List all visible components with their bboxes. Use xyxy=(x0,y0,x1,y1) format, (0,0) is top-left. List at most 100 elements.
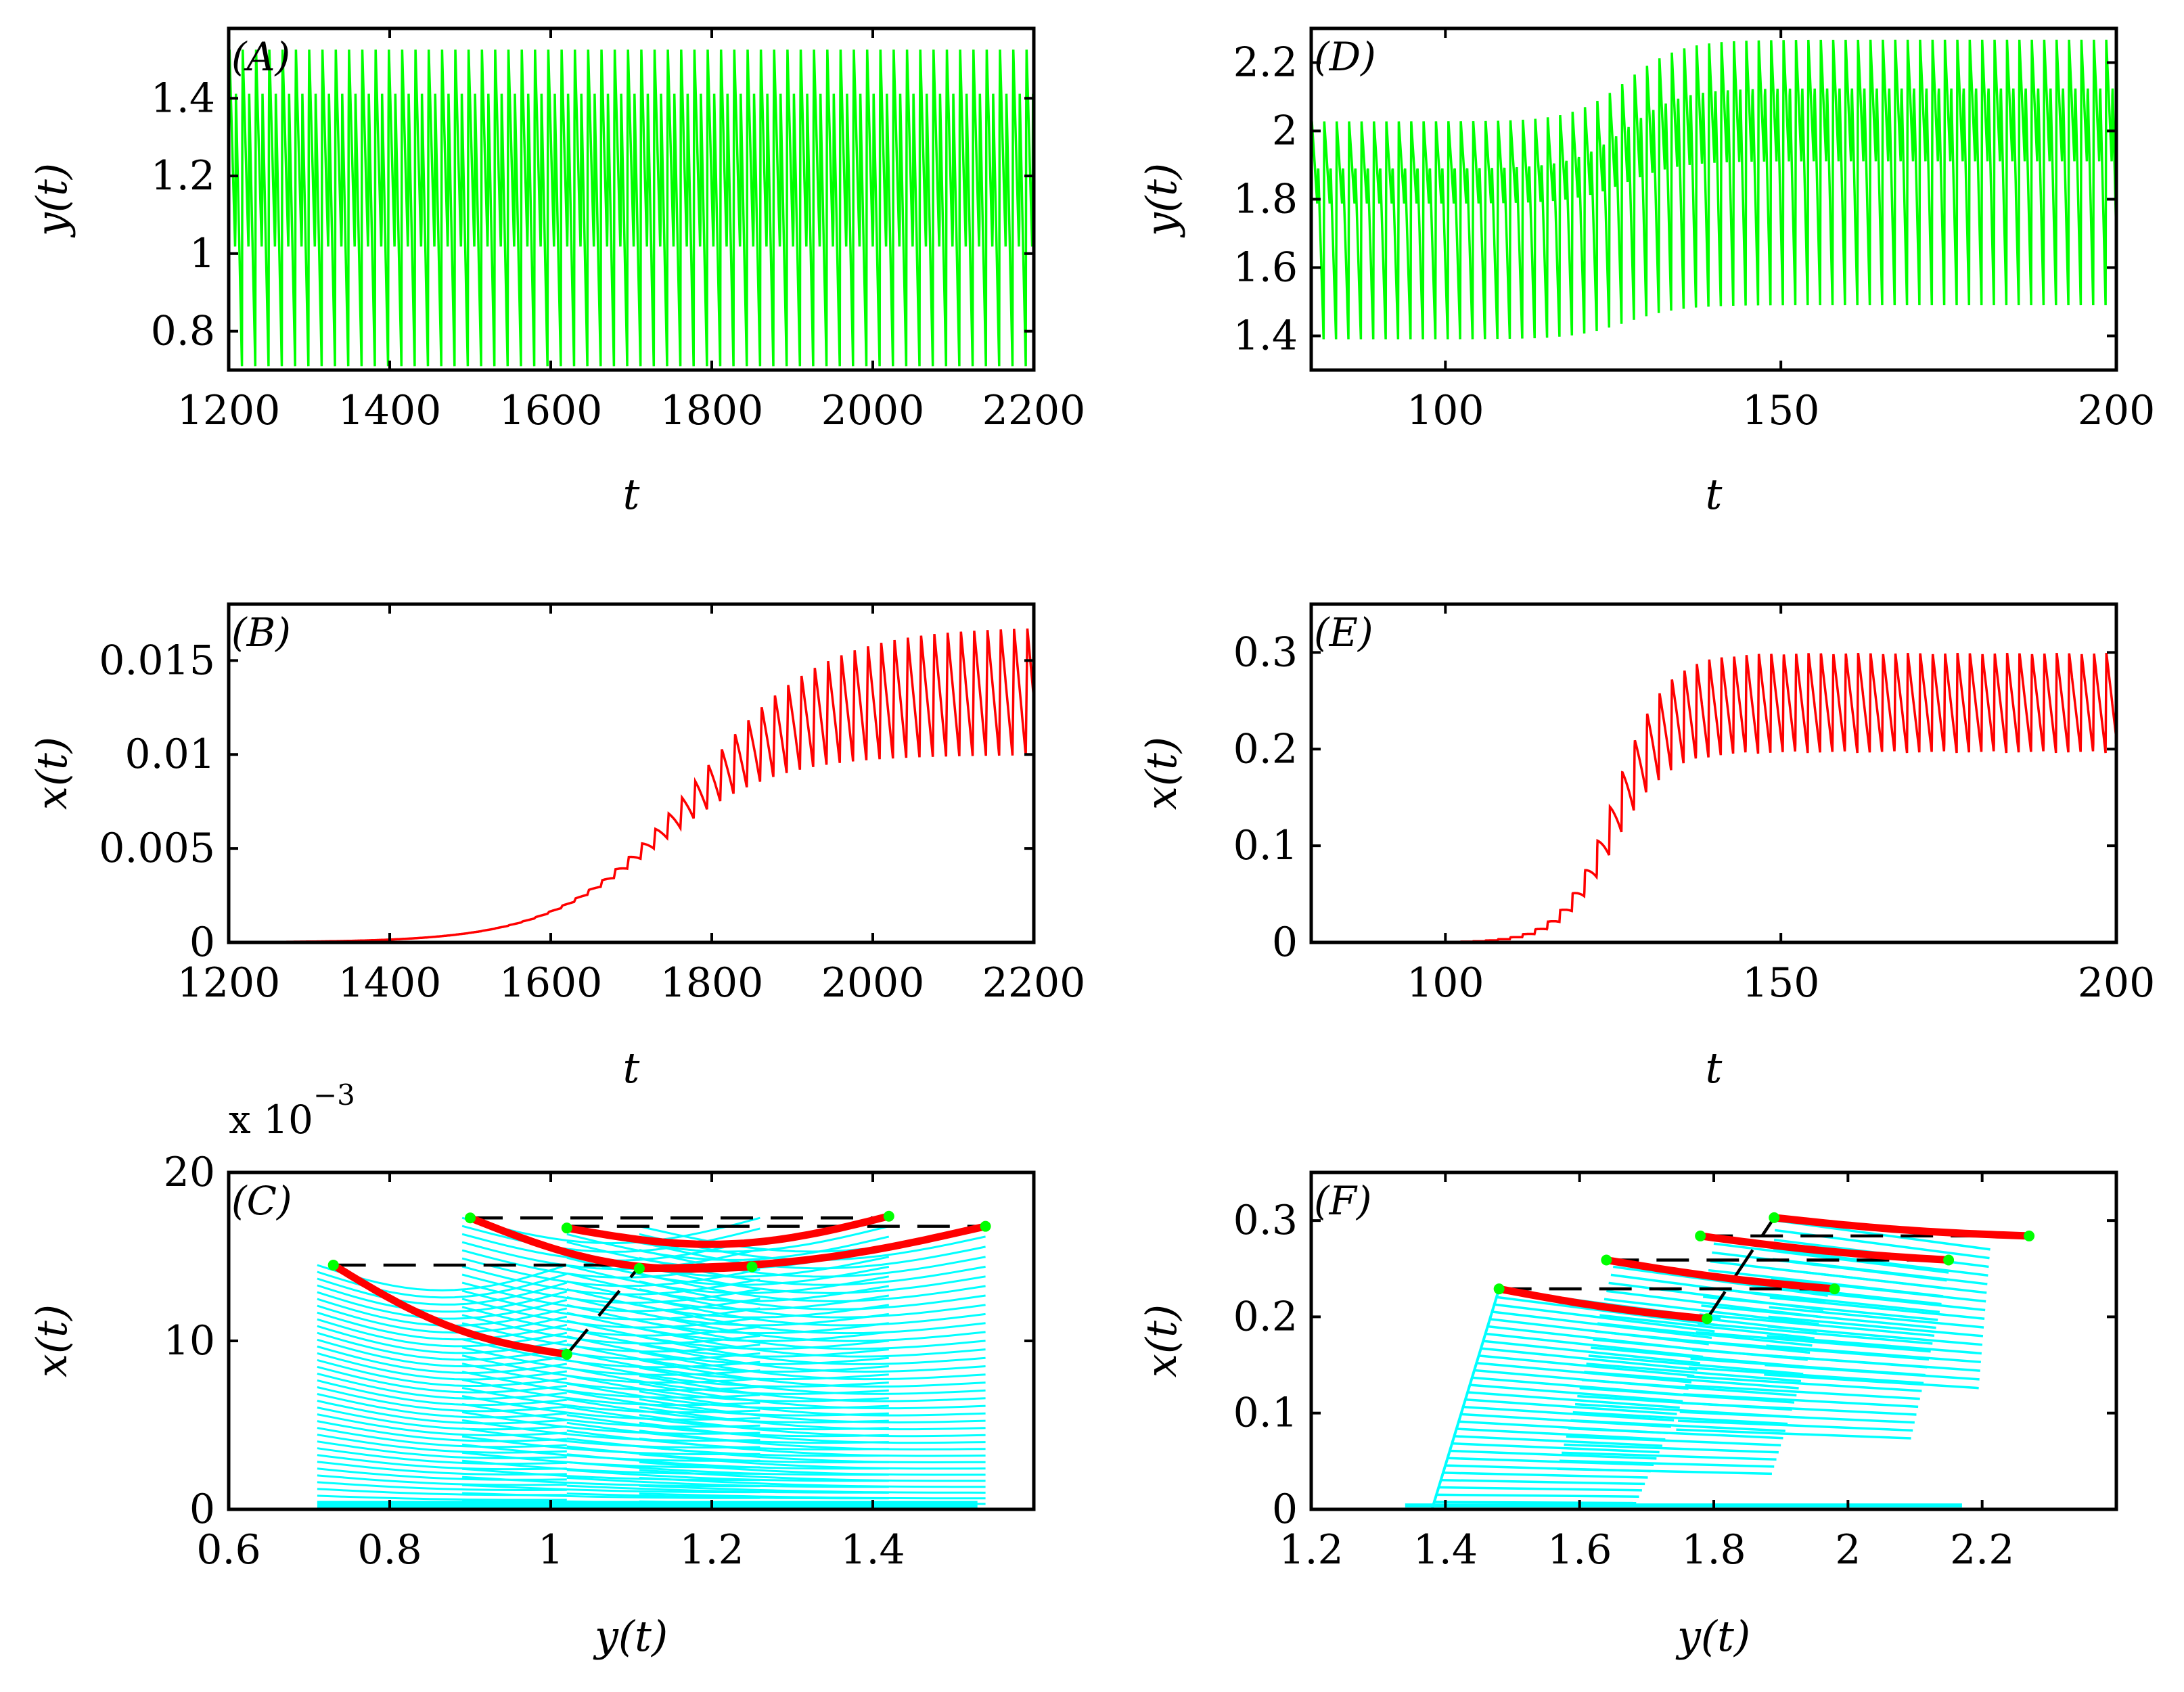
panel-c-cycle-arc xyxy=(566,1212,890,1248)
panel-c-trajectory-line xyxy=(317,1494,567,1501)
panel-c-trajectory-line xyxy=(566,1304,889,1335)
panel-f-trajectory-line xyxy=(1497,1296,1718,1327)
panel-d-ylabel: y(t) xyxy=(1137,163,1186,238)
panel-c-trajectory xyxy=(317,1216,986,1511)
panel-f-trajectory-line xyxy=(1452,1442,1660,1454)
panel-c-trajectory-line xyxy=(461,1402,760,1428)
panel-b: 1200 1400 1600 1800 2000 220000.0050.010.015 … xyxy=(27,602,1085,1093)
panel-c-trajectory-line xyxy=(317,1461,567,1476)
panel-f-trajectory-line xyxy=(1768,1315,1984,1337)
panel-c-trajectory-line xyxy=(639,1296,986,1327)
panel-e-xtick-label: 100 xyxy=(1407,959,1484,1007)
panel-c-trajectory-base xyxy=(317,1501,978,1509)
panel-f-trajectory-line xyxy=(1572,1411,1788,1425)
panel-f-cycle-arc xyxy=(1498,1285,1708,1323)
panel-a-xtick-label: 1400 xyxy=(338,387,442,434)
panel-c-trajectory-line xyxy=(639,1414,986,1438)
panel-c-cycle-point xyxy=(465,1212,476,1224)
panel-f-xtick-label: 2 xyxy=(1835,1526,1861,1574)
panel-a-plot-area xyxy=(227,49,1035,367)
panel-a-xtick-label: 1800 xyxy=(660,387,764,434)
panel-b-frame xyxy=(227,602,1036,944)
panel-f-trajectory-line xyxy=(1483,1340,1701,1365)
panel-f-cycle-point xyxy=(1702,1313,1713,1325)
panel-c-trajectory-line xyxy=(317,1474,567,1486)
panel-c-trajectory-line xyxy=(566,1335,889,1365)
panel-f-trajectory-line xyxy=(1685,1384,1920,1400)
panel-f-trajectory-line xyxy=(1574,1402,1790,1418)
panel-e-label: (E) xyxy=(1314,610,1373,656)
panel-c-trajectory-line xyxy=(566,1296,889,1327)
panel-b-ticks: 1200 1400 1600 1800 2000 2200 0 0.005 0.01 0.015 xyxy=(99,604,1085,1007)
panel-c-trajectory-line xyxy=(317,1311,568,1341)
panel-f-trajectory-line xyxy=(1470,1384,1683,1403)
panel-c-trajectory-line xyxy=(639,1343,986,1373)
panel-d-xlabel: t xyxy=(1706,470,1723,519)
panel-f-trajectory-line xyxy=(1461,1413,1671,1428)
panel-f-trajectory-line xyxy=(1566,1435,1781,1446)
panel-f-trajectory-line xyxy=(1438,1486,1642,1492)
panel-f-trajectory-line xyxy=(1676,1428,1911,1440)
panel-b-xtick-label: 2200 xyxy=(982,959,1086,1007)
panel-c-cycle-arc xyxy=(639,1222,986,1273)
panel-f-trajectory-line xyxy=(1710,1260,1945,1290)
panel-c-cycle-point xyxy=(746,1261,758,1273)
panel-f-trajectory-line xyxy=(1688,1366,1924,1385)
panel-c-trajectory-line xyxy=(639,1351,986,1381)
panel-f-label: (F) xyxy=(1314,1178,1372,1224)
panel-f-trajectory-line xyxy=(1478,1354,1695,1377)
panel-c-trajectory-line xyxy=(639,1445,986,1464)
panel-c-trajectory-line xyxy=(462,1484,760,1494)
panel-f-cycle-point xyxy=(1769,1212,1780,1223)
panel-c-trajectory-line xyxy=(317,1372,567,1400)
panel-f-cycle-point xyxy=(1493,1283,1505,1295)
panel-f-trajectory-line xyxy=(1599,1314,1815,1340)
panel-f-trajectory-line xyxy=(1445,1464,1651,1473)
panel-c-trajectory-line xyxy=(639,1437,986,1457)
panel-c-trajectory-line xyxy=(639,1358,986,1388)
panel-f-ytick-label: 0.2 xyxy=(1233,1293,1298,1340)
panel-c-trajectory-line xyxy=(317,1454,567,1471)
panel-a-ticks: 1200 1400 1600 1800 2000 2200 0.8 1 1.2 1.4 xyxy=(151,28,1085,434)
panel-c: 0.6 0.8 1 1.2 1.4 0 10 20 (C) x 10−3 y(t) x(t) xyxy=(27,1078,1036,1661)
panel-f-trajectory-line xyxy=(1481,1347,1698,1371)
panel-c-xlabel: y(t) xyxy=(593,1611,668,1661)
panel-c-multiplier: x 10−3 xyxy=(229,1078,355,1143)
panel-f-trajectory xyxy=(1405,1219,1990,1511)
panel-e-ytick-label: 0.2 xyxy=(1233,725,1298,773)
panel-f-trajectory-line xyxy=(1588,1354,1804,1375)
panel-e-ytick-label: 0 xyxy=(1272,919,1298,966)
panel-a: 1200 1400 1600 1800 2000 2200 0.8 1 1.2 1.4 (A) t… xyxy=(27,26,1085,519)
panel-f-trajectory-line xyxy=(1442,1471,1648,1479)
panel-d-ytick-label: 2 xyxy=(1272,108,1298,155)
panel-d-ytick-label: 1.8 xyxy=(1233,176,1298,223)
panel-c-trajectory-line xyxy=(639,1382,986,1410)
panel-d-ticks: 100 150 200 1.4 1.6 1.8 2 2.2 xyxy=(1233,28,2155,434)
panel-f-trajectory-line xyxy=(1608,1281,1824,1311)
panel-a-label: (A) xyxy=(231,34,290,80)
panel-c-trajectory-line xyxy=(462,1476,760,1488)
panel-f-trajectory-line xyxy=(1436,1493,1639,1498)
panel-f-ytick-label: 0 xyxy=(1272,1486,1298,1533)
panel-c-trajectory-line xyxy=(639,1406,986,1431)
panel-e-plot-area xyxy=(1311,652,2118,944)
panel-c-trajectory-line xyxy=(461,1257,760,1287)
panel-c-trajectory-line xyxy=(639,1280,986,1310)
panel-d-ytick-label: 2.2 xyxy=(1233,39,1298,87)
panel-c-trajectory-line xyxy=(566,1272,890,1302)
panel-c-trajectory-line xyxy=(639,1264,986,1294)
panel-c-trajectory-line xyxy=(639,1288,986,1319)
panel-c-trajectory-line xyxy=(639,1241,986,1270)
panel-c-trajectory-line xyxy=(461,1306,760,1337)
panel-f-trajectory-line xyxy=(1472,1376,1686,1396)
panel-f-trajectory-line xyxy=(1699,1313,1935,1337)
panel-c-trajectory-line xyxy=(639,1319,986,1350)
panel-f-trajectory-line xyxy=(1687,1375,1922,1392)
panel-e-ytick-label: 0.3 xyxy=(1233,628,1298,676)
panel-b-ytick-label: 0 xyxy=(189,919,215,966)
panel-c-trajectory-line xyxy=(566,1437,889,1457)
panel-c-trajectory-line xyxy=(639,1461,986,1476)
panel-c-trajectory-line xyxy=(639,1421,986,1444)
panel-f-trajectory-line xyxy=(1577,1394,1792,1411)
